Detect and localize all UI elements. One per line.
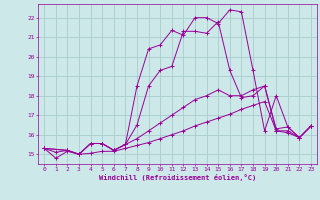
X-axis label: Windchill (Refroidissement éolien,°C): Windchill (Refroidissement éolien,°C) — [99, 174, 256, 181]
